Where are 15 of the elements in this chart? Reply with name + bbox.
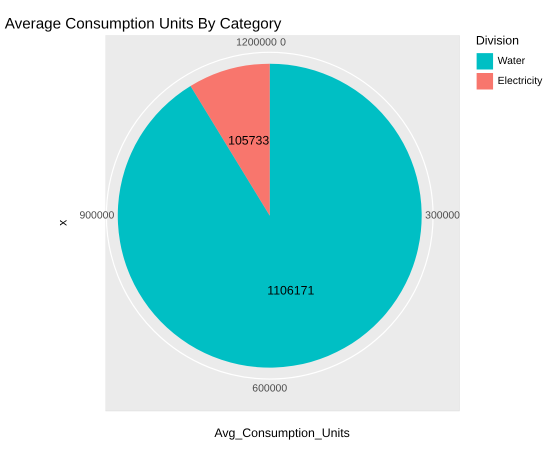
- legend-label: Water: [498, 56, 526, 68]
- text: 300000: [425, 210, 460, 222]
- pie-slice: [190, 64, 270, 216]
- data-label: 105733: [228, 133, 270, 148]
- text: 1200000: [236, 38, 277, 49]
- legend-title: Division: [476, 34, 520, 48]
- text: 0: [280, 38, 286, 49]
- text: Avg_Consumption_Units: [214, 426, 350, 440]
- text: 900000: [79, 210, 114, 222]
- pie-slice: [118, 64, 422, 368]
- legend-label: Electricity: [498, 76, 544, 88]
- data-label: 1106171: [267, 283, 314, 298]
- text: 600000: [252, 383, 288, 394]
- text: x: [55, 218, 70, 226]
- chart-title: Average Consumption Units By Category: [4, 16, 282, 33]
